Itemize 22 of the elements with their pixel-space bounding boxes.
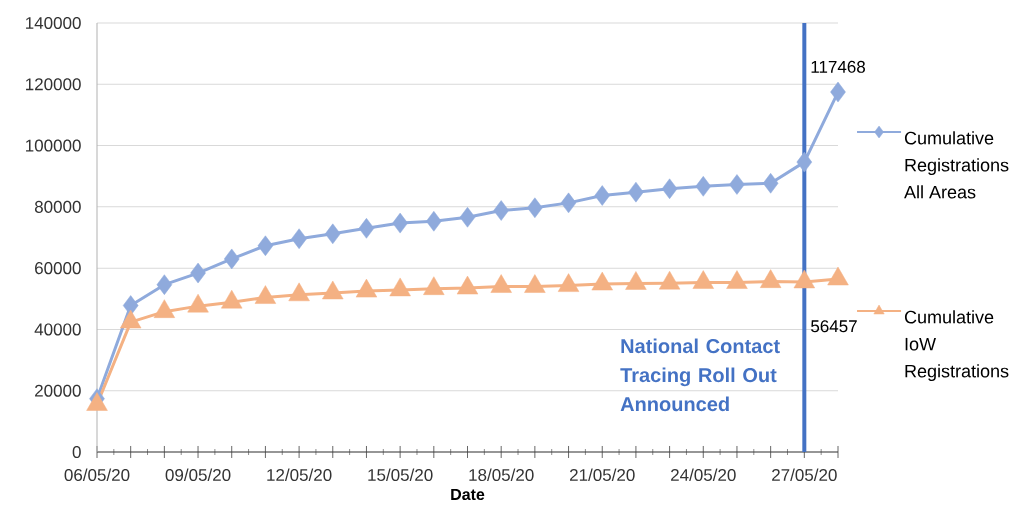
x-tick-label: 06/05/20 xyxy=(64,468,130,482)
x-tick-label: 18/05/20 xyxy=(469,468,534,482)
y-tick-label: 100000 xyxy=(26,139,81,152)
y-tick-label: 140000 xyxy=(26,16,81,30)
data-label: 56457 xyxy=(811,320,857,333)
x-tick-label: 15/05/20 xyxy=(368,468,433,482)
x-tick-label: 24/05/20 xyxy=(671,468,736,482)
ref-line-label: National Contact Tracing Roll Out Announced xyxy=(620,338,780,412)
x-tick-label: 27/05/20 xyxy=(772,468,837,482)
y-tick-label: 0 xyxy=(72,445,81,459)
legend-label: Cumulative IoW Registrations xyxy=(904,310,1009,382)
legend-label: Cumulative Registrations All Areas xyxy=(904,131,1009,199)
x-tick-label: 12/05/20 xyxy=(267,468,332,482)
x-tick-label: 09/05/20 xyxy=(165,468,231,482)
y-tick-label: 20000 xyxy=(35,384,81,397)
y-tick-label: 120000 xyxy=(26,78,81,91)
data-label: 117468 xyxy=(811,60,865,73)
y-tick-label: 60000 xyxy=(35,262,81,275)
x-axis-title: Date xyxy=(451,488,485,501)
x-tick-label: 21/05/20 xyxy=(570,468,635,482)
y-tick-label: 40000 xyxy=(34,323,81,336)
y-tick-label: 80000 xyxy=(34,200,81,213)
